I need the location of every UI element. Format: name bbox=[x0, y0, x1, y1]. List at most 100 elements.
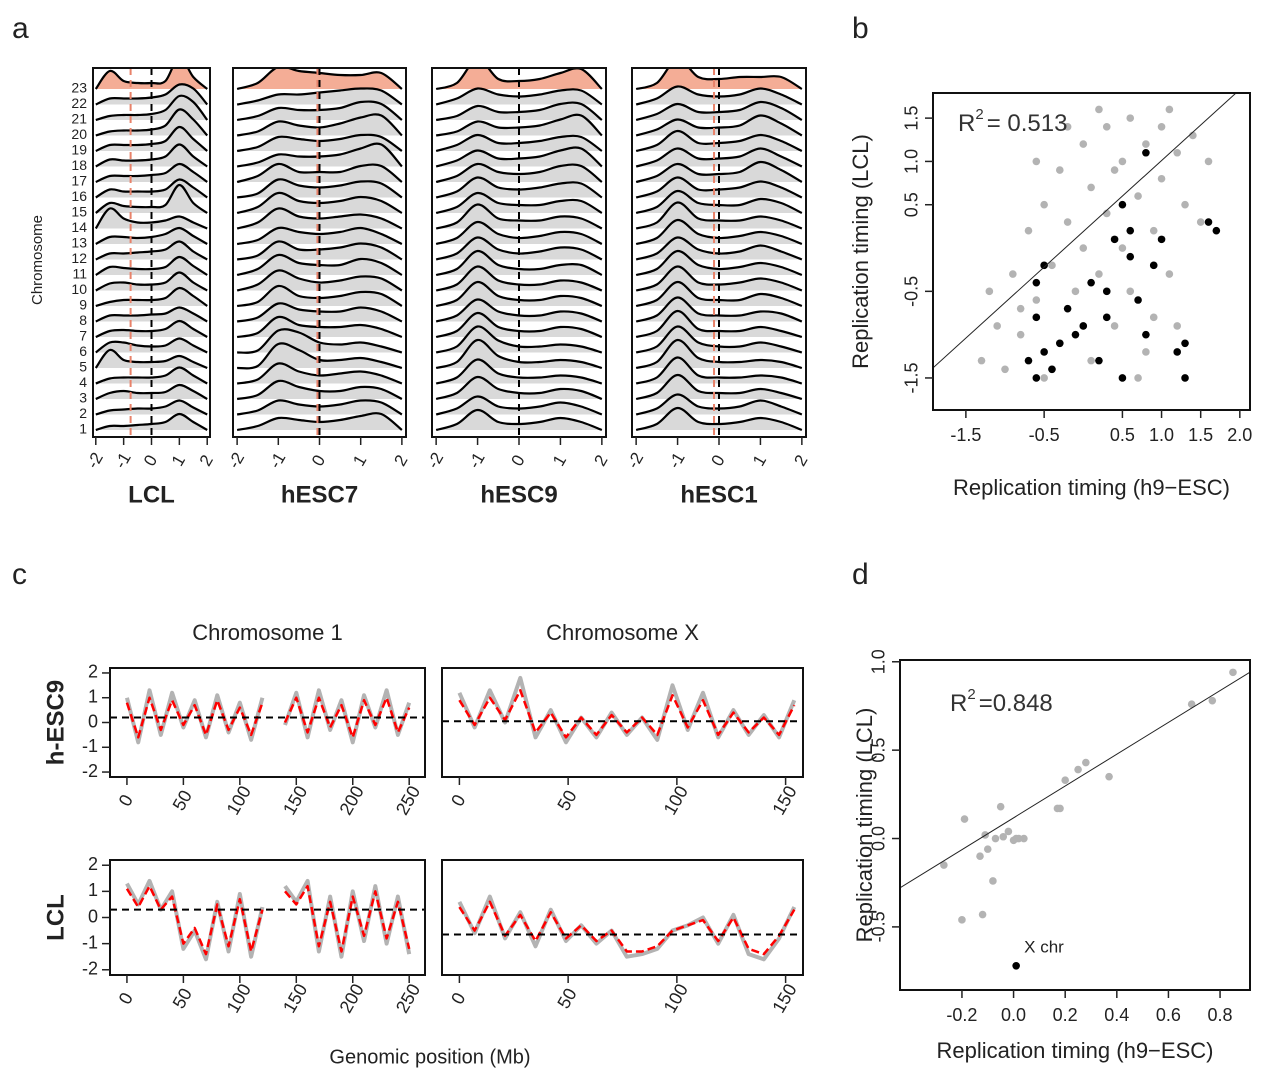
x-tick-label: 50 bbox=[553, 985, 580, 1012]
y-tick-label: 4 bbox=[79, 374, 87, 390]
ridge-line bbox=[635, 356, 803, 385]
ridge-line bbox=[435, 203, 603, 230]
point bbox=[958, 916, 966, 924]
x-tick-label: 0.4 bbox=[1104, 1005, 1129, 1025]
point bbox=[1142, 148, 1150, 157]
x-tick-label: 0 bbox=[447, 791, 469, 810]
y-tick-label: 13 bbox=[71, 235, 87, 251]
column-title: Chromosome 1 bbox=[192, 620, 342, 645]
point bbox=[1110, 322, 1119, 330]
ridge-line bbox=[435, 298, 603, 323]
y-tick-label: 0 bbox=[88, 906, 98, 926]
y-tick-label: 1 bbox=[88, 880, 98, 900]
y-tick-label: 22 bbox=[71, 95, 87, 111]
point bbox=[1181, 339, 1189, 348]
point bbox=[1001, 365, 1009, 374]
point bbox=[996, 802, 1005, 811]
point-label: X chr bbox=[1024, 937, 1064, 956]
ridge-area bbox=[95, 400, 208, 415]
point bbox=[993, 322, 1001, 330]
point bbox=[1004, 827, 1013, 836]
point bbox=[1079, 322, 1088, 330]
fit-line bbox=[900, 671, 1250, 889]
ridge-area bbox=[95, 163, 208, 182]
y-tick-label: 5 bbox=[79, 359, 87, 375]
point bbox=[1063, 304, 1072, 313]
panel-label: c bbox=[12, 558, 27, 591]
x-tick-label: -1 bbox=[465, 449, 489, 472]
y-axis-label: Replication timing (LCL) bbox=[852, 708, 877, 943]
ridge-line bbox=[435, 249, 603, 277]
y-tick-label: 17 bbox=[71, 173, 87, 189]
panel-title: hESC9 bbox=[480, 481, 557, 508]
ridge-line bbox=[635, 160, 803, 184]
y-tick-label: 7 bbox=[79, 328, 87, 344]
plot-frame bbox=[899, 659, 1251, 991]
panel-label: b bbox=[852, 12, 869, 45]
point bbox=[1181, 374, 1189, 382]
ridge-line bbox=[236, 226, 403, 246]
smoothed-line bbox=[125, 884, 411, 956]
point bbox=[1105, 772, 1113, 781]
point bbox=[1040, 348, 1048, 356]
smoothed-line bbox=[458, 689, 796, 739]
ridge-area bbox=[636, 86, 802, 105]
point bbox=[985, 287, 994, 296]
point bbox=[1063, 122, 1072, 131]
y-tick-label: 0.5 bbox=[869, 738, 889, 763]
point bbox=[1126, 252, 1135, 261]
stat-label: R2 = 0.513 bbox=[958, 106, 1067, 137]
y-tick-label: 10 bbox=[71, 281, 87, 297]
points bbox=[933, 93, 1237, 382]
point bbox=[1110, 166, 1119, 174]
ridge-area bbox=[95, 208, 208, 229]
x-tick-label: 1.5 bbox=[1188, 425, 1213, 445]
ridge-area bbox=[436, 376, 602, 399]
y-tick-label: 3 bbox=[79, 390, 87, 406]
ridge-line bbox=[95, 366, 208, 385]
x-axis-label: Genomic position (Mb) bbox=[329, 1046, 530, 1068]
ridges bbox=[435, 68, 603, 432]
plot-frame bbox=[441, 859, 804, 976]
y-tick-label: 14 bbox=[71, 219, 87, 235]
point bbox=[1149, 261, 1158, 270]
points bbox=[900, 668, 1250, 970]
stat-superscript: 2 bbox=[967, 686, 975, 703]
ridge-area bbox=[95, 256, 208, 275]
lines bbox=[125, 878, 412, 962]
y-tick-label: -1 bbox=[82, 736, 98, 756]
x-tick-label: 0 bbox=[308, 452, 329, 470]
y-tick-label: 8 bbox=[79, 312, 87, 328]
point bbox=[983, 845, 992, 853]
column-title: Chromosome X bbox=[546, 620, 699, 645]
point bbox=[1071, 287, 1080, 296]
point bbox=[1040, 374, 1048, 382]
point bbox=[1118, 374, 1127, 382]
y-tick-label: -0.5 bbox=[869, 911, 889, 942]
y-tick-label: -0.5 bbox=[902, 276, 922, 307]
x-axis-label: Replication timing (h9−ESC) bbox=[937, 1038, 1214, 1063]
point bbox=[1056, 166, 1064, 174]
point bbox=[1212, 226, 1221, 235]
y-tick-label: -2 bbox=[82, 959, 98, 979]
point bbox=[1165, 105, 1174, 114]
point bbox=[1048, 365, 1056, 374]
x-tick-label: 0.8 bbox=[1208, 1005, 1233, 1025]
fit-line bbox=[933, 93, 1237, 369]
y-tick-label: 6 bbox=[79, 343, 87, 359]
point bbox=[1095, 270, 1103, 278]
ridge-line bbox=[95, 255, 208, 276]
point bbox=[1181, 200, 1189, 209]
point bbox=[1157, 122, 1166, 131]
signal-line bbox=[124, 688, 412, 745]
x-tick-label: 0 bbox=[140, 452, 161, 470]
point bbox=[1095, 105, 1103, 114]
ridge-line bbox=[435, 358, 603, 385]
y-tick-label: 9 bbox=[79, 297, 87, 313]
point bbox=[1032, 296, 1041, 304]
ridge-area bbox=[237, 343, 402, 369]
point bbox=[1142, 140, 1150, 148]
smoothed-line bbox=[458, 900, 796, 956]
ridge-area bbox=[436, 134, 602, 151]
